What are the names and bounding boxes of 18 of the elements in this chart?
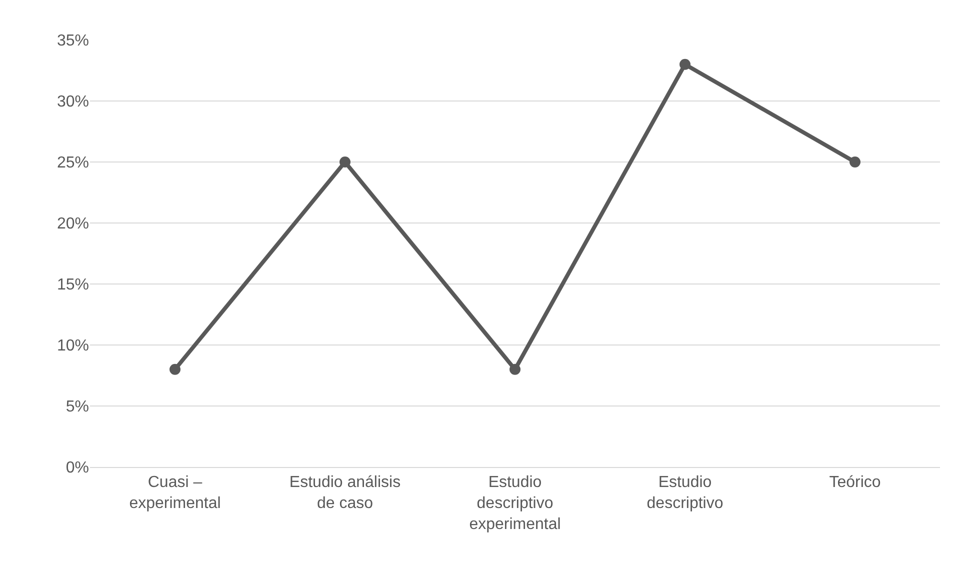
x-tick-label: Estudio análisis de caso — [289, 474, 401, 512]
point — [170, 364, 180, 375]
x-tick-label: Teórico — [829, 474, 881, 492]
x-tick-label: Cuasi – experimental — [129, 474, 221, 512]
x-tick-label: Estudio descriptivo — [646, 474, 724, 512]
y-tick-label: 5% — [66, 398, 89, 416]
point — [850, 156, 860, 168]
y-tick-label: 30% — [56, 94, 89, 111]
y-tick-label: 15% — [56, 276, 89, 294]
y-tick-label: 10% — [56, 338, 89, 355]
y-tick-label: 0% — [66, 460, 89, 477]
point — [340, 156, 350, 168]
x-tick-label: Estudio descriptivo experimental — [469, 474, 561, 533]
y-tick-label: 25% — [56, 154, 89, 172]
y-tick-label: 20% — [56, 216, 89, 233]
y-tick-label: 35% — [56, 32, 89, 50]
point — [510, 364, 520, 375]
point — [680, 58, 690, 70]
